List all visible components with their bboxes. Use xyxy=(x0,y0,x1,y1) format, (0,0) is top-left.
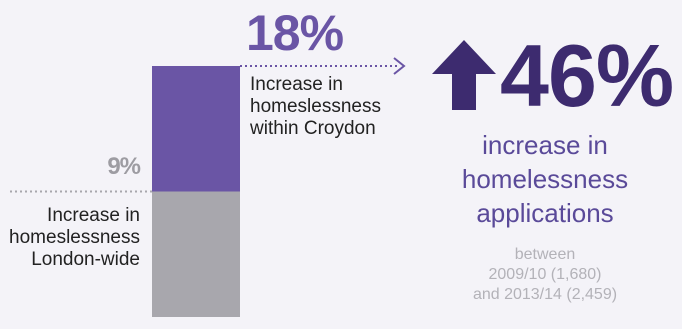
london-label-line: London-wide xyxy=(31,249,140,270)
headline-percentage: 46% xyxy=(500,26,674,125)
london-label: Increase in homeslessness London-wide xyxy=(0,205,140,271)
croydon-label-line: within Croydon xyxy=(250,118,376,139)
london-percentage: 9% xyxy=(107,153,141,180)
leader-arrowhead-icon xyxy=(393,57,406,75)
croydon-label-line: homeslessness xyxy=(250,96,381,117)
headline-description-line: applications xyxy=(476,198,614,228)
headline-range-line: and 2013/14 (2,459) xyxy=(472,286,618,303)
croydon-label: Increase in homeslessness within Croydon xyxy=(250,74,381,140)
headline-date-range: between 2009/10 (1,680) and 2013/14 (2,4… xyxy=(440,245,650,305)
headline-description: increase in homelessness applications xyxy=(440,128,650,230)
headline-range-line: between xyxy=(514,246,576,263)
headline-description-line: increase in xyxy=(482,130,608,160)
croydon-percentage: 18% xyxy=(246,5,344,61)
up-arrow-icon xyxy=(432,40,496,110)
headline-description-line: homelessness xyxy=(461,164,629,194)
headline-stat: 46% xyxy=(428,26,678,126)
london-label-line: Increase in xyxy=(47,205,140,226)
bar-croydon xyxy=(152,66,240,192)
london-label-line: homeslessness xyxy=(9,227,140,248)
croydon-label-line: Increase in xyxy=(250,74,343,95)
headline-range-line: 2009/10 (1,680) xyxy=(488,266,602,283)
bar-london-wide xyxy=(152,191,240,317)
